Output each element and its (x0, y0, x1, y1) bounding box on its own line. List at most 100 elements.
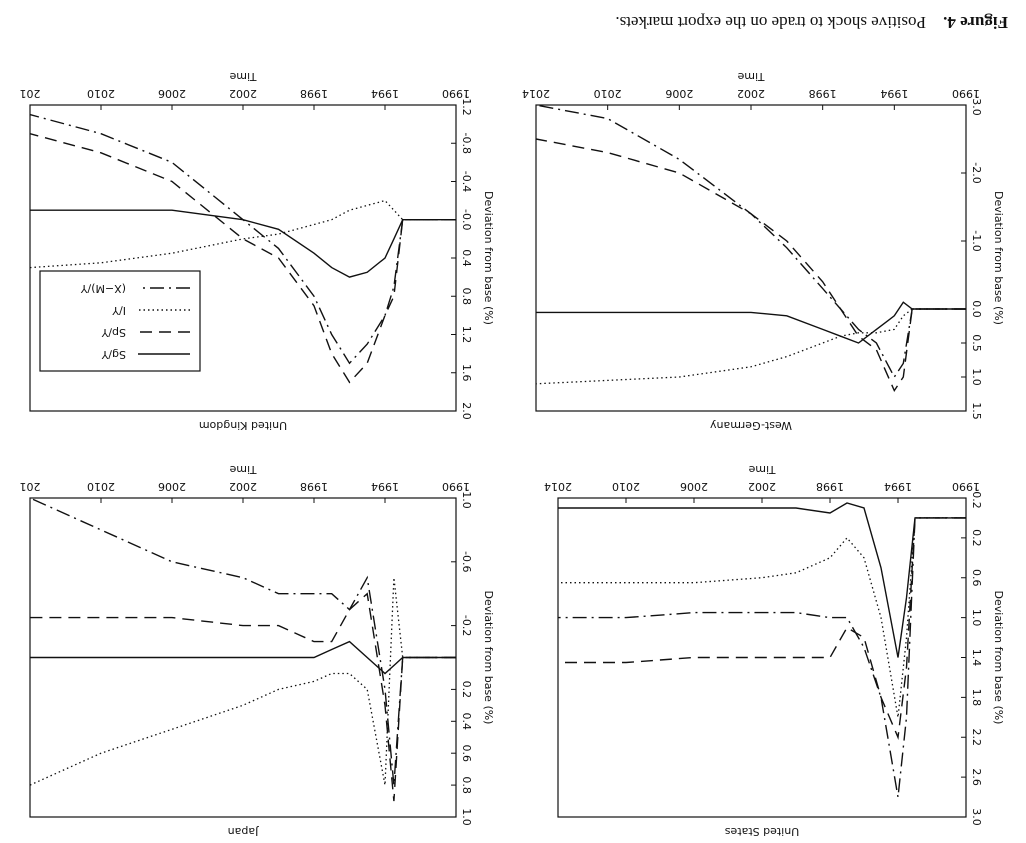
series-line (29, 497, 456, 786)
y-tick-label: 0.0 (970, 300, 983, 318)
legend-label: I/Y (112, 304, 126, 317)
y-axis-label: Deviation from base (%) (992, 591, 1005, 725)
x-tick-label: 2014 (522, 87, 550, 100)
series-line (536, 301, 966, 344)
series-line (29, 133, 456, 384)
y-tick-label: -1.0 (460, 487, 473, 508)
y-tick-label: 1.2 (460, 326, 473, 344)
y-tick-label: 1.4 (970, 649, 983, 667)
y-tick-label: -0.2 (970, 487, 983, 508)
y-tick-label: -3.0 (970, 94, 983, 115)
x-axis-label: Time (229, 70, 257, 83)
y-axis-label: Deviation from base (%) (482, 591, 495, 725)
x-tick-label: 1994 (371, 480, 399, 493)
x-tick-label: 2002 (748, 480, 776, 493)
x-tick-label: 1998 (300, 480, 328, 493)
y-tick-label: 1.0 (460, 808, 473, 826)
caption: Positive shock to trade on the export ma… (615, 13, 926, 32)
x-tick-label: 1998 (300, 87, 328, 100)
y-tick-label: 1.6 (460, 364, 473, 382)
x-tick-label: 1994 (880, 87, 908, 100)
x-tick-label: 1990 (442, 480, 470, 493)
x-tick-label: 1990 (442, 87, 470, 100)
x-tick-label: 2010 (594, 87, 622, 100)
panel: United Kingdom 1990 1994 1998 2002 2006 2010 20… (20, 70, 496, 432)
y-tick-label: -0.0 (460, 209, 473, 230)
series-line (558, 517, 966, 740)
series-line (535, 308, 966, 385)
y-tick-label: -1.0 (970, 230, 983, 251)
x-tick-label: 1994 (884, 480, 912, 493)
y-tick-label: 0.6 (970, 569, 983, 587)
panel: United States 1990 1994 1998 2002 2006 2010 201… (544, 463, 1005, 838)
y-tick-label: 0.6 (460, 744, 473, 762)
series-line (558, 502, 966, 658)
y-tick-label: 0.8 (460, 776, 473, 794)
y-tick-label: -0.6 (460, 551, 473, 572)
series-line (29, 577, 456, 786)
y-tick-label: 0.8 (460, 288, 473, 306)
series-line (30, 209, 456, 278)
x-tick-label: 2006 (680, 480, 708, 493)
panel-title: United Kingdom (199, 419, 287, 432)
x-tick-label: 2010 (612, 480, 640, 493)
y-tick-label: 0.2 (460, 681, 473, 699)
x-tick-label: 2010 (87, 87, 115, 100)
y-tick-label: 0.4 (460, 713, 473, 731)
y-axis-label: Deviation from base (%) (482, 191, 495, 325)
y-tick-label: -1.2 (460, 94, 473, 115)
y-tick-label: -2.0 (970, 162, 983, 183)
y-tick-label: 1.0 (970, 368, 983, 386)
x-axis-label: Time (748, 463, 776, 476)
panel-title: Japan (228, 825, 260, 838)
y-tick-label: 2.2 (970, 729, 983, 747)
legend-label: Sp/Y (101, 326, 126, 339)
panel-title: West-Germany (710, 419, 792, 432)
series-line (30, 592, 456, 802)
series-line (29, 113, 456, 365)
y-tick-label: 0.5 (970, 334, 983, 352)
x-tick-label: 1994 (371, 87, 399, 100)
x-tick-label: 2006 (158, 480, 186, 493)
panel: Japan 1990 1994 1998 2002 2006 2010 201 Time -1.0… (20, 463, 496, 838)
series-line (29, 199, 456, 269)
x-axis-label: Time (737, 70, 765, 83)
y-tick-label: -0.2 (460, 615, 473, 636)
y-tick-label: 1.8 (970, 689, 983, 707)
panel: West-Germany 1990 1994 1998 2002 2006 2010 2014… (522, 70, 1005, 432)
series-line (30, 640, 456, 675)
x-tick-label: 1998 (809, 87, 837, 100)
y-tick-label: 1.0 (970, 609, 983, 627)
legend-label: (X−M)/Y (80, 282, 126, 295)
series-line (558, 517, 966, 718)
x-tick-label: 2002 (229, 480, 257, 493)
x-tick-label: 2002 (737, 87, 765, 100)
y-tick-label: 2.0 (460, 402, 473, 420)
y-axis-label: Deviation from base (%) (992, 191, 1005, 325)
y-tick-label: 0.4 (460, 249, 473, 267)
legend-label: Sg/Y (101, 348, 126, 361)
y-tick-label: 2.6 (970, 768, 983, 786)
x-tick-label: 2010 (87, 480, 115, 493)
caption-label: Figure 4. (943, 13, 1008, 32)
series-line (535, 138, 966, 393)
x-tick-label: 1990 (952, 87, 980, 100)
y-tick-label: -0.8 (460, 133, 473, 154)
x-tick-label: 1998 (816, 480, 844, 493)
y-tick-label: 0.2 (970, 529, 983, 547)
x-axis-label: Time (229, 463, 257, 476)
x-tick-label: 2002 (229, 87, 257, 100)
series-line (535, 104, 966, 379)
y-tick-label: 1.5 (970, 402, 983, 420)
x-tick-label: 2006 (158, 87, 186, 100)
x-tick-label: 201 (20, 87, 41, 100)
panel-title: United States (724, 825, 799, 838)
x-tick-label: 1990 (952, 480, 980, 493)
y-tick-label: -0.4 (460, 171, 473, 192)
x-tick-label: 201 (20, 480, 41, 493)
x-tick-label: 2006 (665, 87, 693, 100)
y-tick-label: 3.0 (970, 808, 983, 826)
x-tick-label: 2014 (544, 480, 572, 493)
